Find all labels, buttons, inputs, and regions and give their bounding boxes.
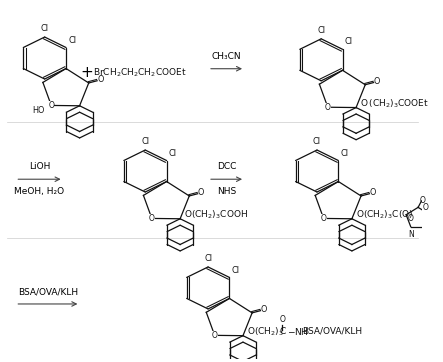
Text: BrCH$_2$CH$_2$CH$_2$COOEt: BrCH$_2$CH$_2$CH$_2$COOEt	[93, 66, 187, 79]
Text: Cl: Cl	[345, 37, 353, 46]
Text: BSA/OVA/KLH: BSA/OVA/KLH	[302, 327, 362, 336]
Text: Cl: Cl	[141, 137, 149, 146]
Text: O: O	[97, 75, 104, 84]
Text: O(CH$_2$)$_3$C(O): O(CH$_2$)$_3$C(O)	[356, 208, 414, 221]
Text: O: O	[198, 188, 204, 197]
Text: O(CH$_2$)$_3$: O(CH$_2$)$_3$	[247, 325, 284, 338]
Text: LiOH: LiOH	[29, 163, 50, 171]
Text: O: O	[407, 214, 413, 223]
Text: Cl: Cl	[204, 254, 212, 263]
Text: O: O	[280, 315, 285, 324]
Text: N: N	[408, 230, 414, 239]
Text: Cl: Cl	[341, 149, 349, 158]
Text: O: O	[423, 203, 429, 212]
Text: Cl: Cl	[232, 266, 240, 275]
Text: O: O	[373, 77, 380, 86]
Text: CH₃CN: CH₃CN	[212, 52, 241, 61]
Text: O: O	[325, 103, 331, 112]
Text: O: O	[321, 214, 326, 223]
Text: NHS: NHS	[217, 187, 236, 196]
Text: Cl: Cl	[41, 24, 49, 33]
Text: O: O	[149, 214, 155, 223]
Text: C: C	[280, 327, 286, 336]
Text: Cl: Cl	[313, 137, 321, 146]
Text: +: +	[80, 65, 93, 80]
Text: O: O	[48, 101, 54, 110]
Text: Cl: Cl	[317, 26, 325, 34]
Text: O: O	[212, 331, 218, 340]
Text: Cl: Cl	[68, 36, 76, 45]
Text: O$\,$(CH$_2$)$_3$COOEt: O$\,$(CH$_2$)$_3$COOEt	[360, 97, 429, 110]
Text: O: O	[369, 188, 376, 197]
Text: O: O	[420, 195, 425, 205]
Text: BSA/OVA/KLH: BSA/OVA/KLH	[18, 287, 78, 296]
Text: DCC: DCC	[217, 163, 236, 171]
Text: MeOH, H₂O: MeOH, H₂O	[14, 187, 65, 196]
Text: $-$NH: $-$NH	[287, 326, 308, 337]
Text: O(CH$_2$)$_3$COOH: O(CH$_2$)$_3$COOH	[184, 208, 249, 221]
Text: HO: HO	[32, 106, 44, 115]
Text: O: O	[260, 305, 267, 314]
Text: Cl: Cl	[169, 149, 177, 158]
